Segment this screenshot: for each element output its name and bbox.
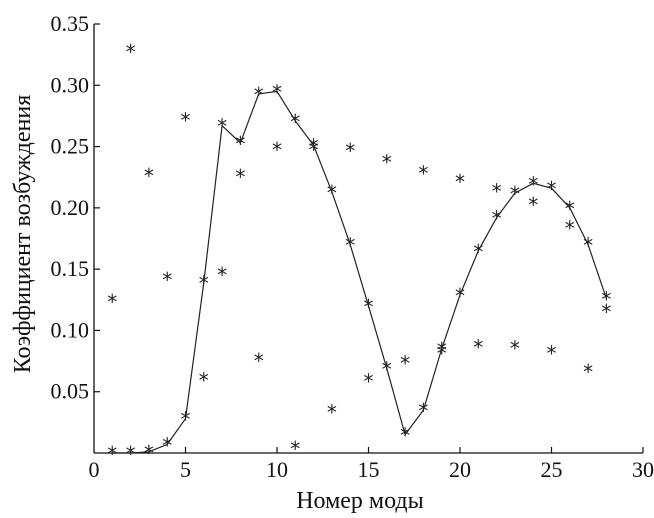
data-point: * — [528, 172, 538, 196]
data-point: * — [181, 109, 191, 133]
y-tick-label: 0.25 — [51, 134, 90, 159]
y-tick-label: 0.30 — [51, 72, 90, 97]
data-point: * — [181, 408, 191, 432]
data-point: * — [345, 139, 355, 163]
data-point: * — [327, 400, 337, 424]
data-point: * — [565, 216, 575, 240]
data-point: * — [583, 234, 593, 258]
data-point: * — [364, 370, 374, 394]
data-point: * — [473, 335, 483, 359]
data-point: * — [565, 197, 575, 221]
data-point: * — [400, 424, 410, 448]
data-point: * — [583, 360, 593, 384]
x-tick-label: 30 — [632, 457, 654, 482]
x-tick-label: 0 — [89, 457, 100, 482]
data-point: * — [601, 288, 611, 312]
y-tick-label: 0.20 — [51, 195, 90, 220]
data-point: * — [437, 341, 447, 365]
x-tick-label: 10 — [266, 457, 288, 482]
data-point: * — [126, 40, 136, 64]
x-tick-label: 25 — [541, 457, 563, 482]
y-tick-label: 0.10 — [51, 317, 90, 342]
data-point: * — [601, 300, 611, 324]
data-point: * — [492, 207, 502, 231]
data-point: * — [382, 357, 392, 381]
data-point: * — [162, 268, 172, 292]
data-point: * — [235, 165, 245, 189]
data-point: * — [290, 110, 300, 134]
data-point: * — [272, 138, 282, 162]
data-point: * — [400, 351, 410, 375]
y-tick-label: 0.15 — [51, 256, 90, 281]
data-point: * — [492, 180, 502, 204]
data-point: * — [162, 433, 172, 457]
series-1: * * * ****** ************** * **** — [107, 80, 611, 466]
ticks: 0 5 10 15 20 25 30 0.05 0.10 0.15 0.20 0.25 0.30 0.35 — [51, 11, 654, 482]
y-axis-label: Коэффициент возбуждения — [10, 95, 36, 374]
data-point: * — [345, 234, 355, 258]
data-point: * — [510, 182, 520, 206]
series-layer: * * * ****** ************** * ****************… — [107, 40, 611, 466]
y-tick-label: 0.05 — [51, 379, 90, 404]
x-tick-label: 5 — [180, 457, 191, 482]
data-point: * — [107, 290, 117, 314]
data-point: * — [217, 115, 227, 139]
x-tick-label: 20 — [449, 457, 471, 482]
data-point: * — [254, 349, 264, 373]
series-line — [112, 90, 607, 454]
data-point: * — [418, 161, 428, 185]
data-point: * — [473, 240, 483, 264]
data-point: * — [382, 150, 392, 174]
data-point: * — [510, 337, 520, 361]
data-point: * — [418, 399, 428, 423]
data-point: * — [254, 83, 264, 107]
data-point: * — [547, 177, 557, 201]
data-point: * — [364, 295, 374, 319]
data-point: * — [309, 138, 319, 162]
data-point: * — [309, 134, 319, 158]
data-point: * — [144, 441, 154, 465]
data-point: * — [107, 442, 117, 466]
data-point: * — [455, 170, 465, 194]
data-point: * — [199, 368, 209, 392]
data-point: * — [144, 164, 154, 188]
data-point: * — [235, 132, 245, 156]
data-point: * — [290, 437, 300, 461]
data-point: * — [327, 181, 337, 205]
data-point: * — [455, 284, 465, 308]
data-point: * — [126, 442, 136, 466]
data-point: * — [217, 263, 227, 287]
data-point: * — [528, 193, 538, 217]
x-tick-label: 15 — [358, 457, 380, 482]
data-point: * — [199, 272, 209, 296]
y-tick-label: 0.35 — [51, 11, 90, 36]
series-2: **************************** — [107, 40, 611, 461]
x-axis-label: Номер моды — [296, 488, 424, 514]
data-point: * — [547, 341, 557, 365]
data-point: * — [437, 338, 447, 362]
data-point: * — [272, 80, 282, 104]
